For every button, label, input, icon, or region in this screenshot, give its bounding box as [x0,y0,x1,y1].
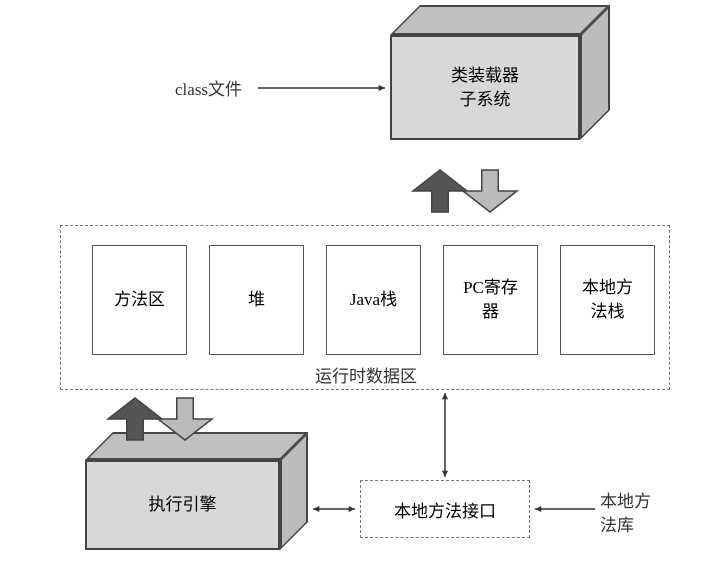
arrow-nativelib-to-interface [0,0,728,579]
jvm-architecture-diagram: class文件类装载器 子系统方法区堆Java栈PC寄存 器本地方 法栈运行时数… [0,0,728,579]
